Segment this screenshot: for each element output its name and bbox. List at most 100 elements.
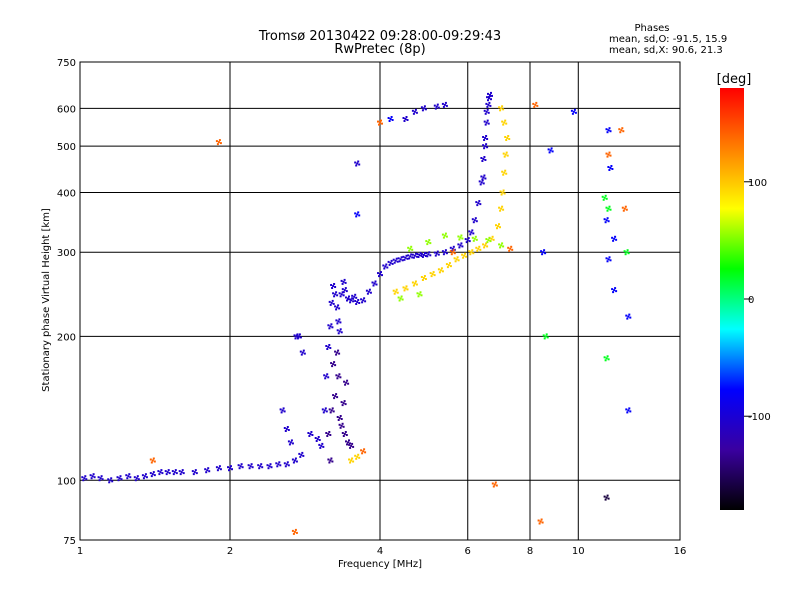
data-point [357, 453, 360, 456]
data-point [310, 431, 313, 433]
data-point [454, 260, 457, 263]
data-point [342, 280, 345, 283]
data-point [350, 459, 353, 462]
data-point [502, 152, 505, 155]
y-tick-label: 300 [57, 248, 76, 259]
data-point [194, 469, 197, 472]
data-point [351, 297, 354, 300]
data-point [340, 424, 343, 427]
data-point [615, 238, 618, 241]
data-point [421, 109, 424, 112]
colorbar-tick-label: 0 [748, 295, 754, 306]
data-point [427, 241, 430, 244]
data-point [342, 425, 345, 428]
data-point [116, 476, 119, 479]
data-point [614, 235, 617, 238]
data-point [118, 477, 121, 480]
data-point [338, 318, 341, 321]
data-point [603, 356, 606, 359]
data-point [280, 411, 283, 414]
data-point [610, 165, 613, 167]
data-point [426, 255, 429, 258]
data-point [490, 98, 492, 101]
data-point [336, 329, 339, 332]
data-point [487, 239, 490, 242]
data-point [495, 224, 497, 227]
data-point [503, 171, 506, 174]
data-point [604, 359, 607, 362]
data-point [475, 246, 478, 249]
data-point [622, 130, 625, 133]
data-point [477, 247, 480, 250]
data-point [417, 295, 420, 298]
data-point [608, 205, 611, 208]
data-point [395, 288, 398, 291]
data-point [328, 461, 331, 464]
y-tick-label: 100 [57, 476, 76, 487]
data-point [109, 479, 112, 482]
data-point [625, 314, 628, 317]
data-point [501, 170, 504, 173]
data-point [319, 446, 322, 449]
data-point [141, 474, 144, 477]
data-point [422, 277, 425, 279]
data-point [346, 443, 348, 446]
data-point [478, 180, 481, 183]
data-point [284, 430, 287, 432]
data-point [267, 467, 270, 470]
data-point [414, 280, 417, 283]
data-point [335, 393, 338, 396]
data-point [206, 469, 209, 472]
data-point [317, 436, 320, 438]
data-point [343, 433, 346, 435]
data-point [337, 419, 340, 421]
data-point [358, 302, 361, 304]
data-point [342, 294, 345, 297]
data-point [541, 521, 544, 524]
data-point [405, 116, 408, 118]
data-point [338, 307, 341, 310]
data-point [160, 469, 163, 472]
data-point [534, 103, 537, 106]
data-point [335, 374, 338, 377]
data-point [330, 301, 333, 304]
data-point [360, 298, 363, 301]
data-point [158, 473, 161, 476]
data-point [292, 532, 295, 535]
data-point [471, 218, 474, 221]
data-point [418, 293, 421, 296]
data-point [433, 274, 436, 277]
data-point [328, 431, 331, 433]
data-point [99, 477, 102, 480]
data-point [179, 473, 182, 476]
data-point [324, 377, 327, 380]
data-point [279, 408, 282, 411]
data-point [603, 196, 606, 199]
data-point [287, 429, 290, 431]
data-point [332, 410, 335, 413]
data-point [626, 317, 629, 320]
data-point [134, 479, 137, 482]
data-point [430, 275, 433, 278]
data-point [485, 135, 488, 137]
data-point [620, 129, 623, 132]
data-point [287, 464, 290, 467]
data-point [608, 256, 611, 259]
data-point [442, 105, 445, 108]
data-point [609, 259, 612, 262]
data-point [444, 101, 447, 104]
data-point [457, 235, 460, 238]
data-point [453, 252, 456, 255]
data-point [467, 237, 470, 240]
data-point [344, 287, 347, 290]
data-point [336, 351, 339, 354]
data-point [166, 471, 169, 474]
data-point [379, 273, 381, 276]
data-point [626, 249, 629, 252]
data-point [352, 297, 355, 300]
data-point [392, 289, 395, 292]
data-point [381, 274, 383, 277]
x-tick-label: 8 [527, 546, 533, 557]
data-point [342, 291, 345, 294]
data-point [375, 283, 378, 286]
